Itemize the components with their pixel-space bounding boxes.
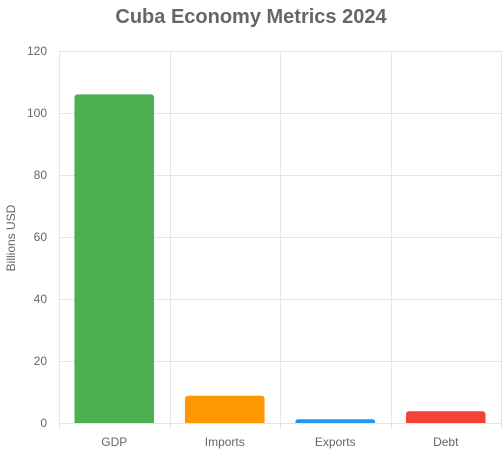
bar-gdp [74,94,155,424]
chart-title: Cuba Economy Metrics 2024 [115,6,387,28]
y-tick-label: 40 [34,292,48,306]
y-tick-label: 20 [34,354,48,368]
bar-base-imports [184,420,265,423]
bar-imports [184,395,265,423]
x-tick-label: GDP [101,435,127,449]
bar-base-debt [405,420,486,423]
y-tick-label: 100 [27,106,47,120]
y-tick-label: 60 [34,230,48,244]
bar-base-exports [295,421,376,423]
y-tick-label: 80 [34,168,48,182]
y-tick-label: 0 [40,416,47,430]
x-tick-label: Imports [205,435,245,449]
y-tick-label: 120 [27,44,47,58]
x-tick-label: Debt [433,435,459,449]
bar-base-gdp [74,420,155,423]
x-tick-label: Exports [315,435,356,449]
